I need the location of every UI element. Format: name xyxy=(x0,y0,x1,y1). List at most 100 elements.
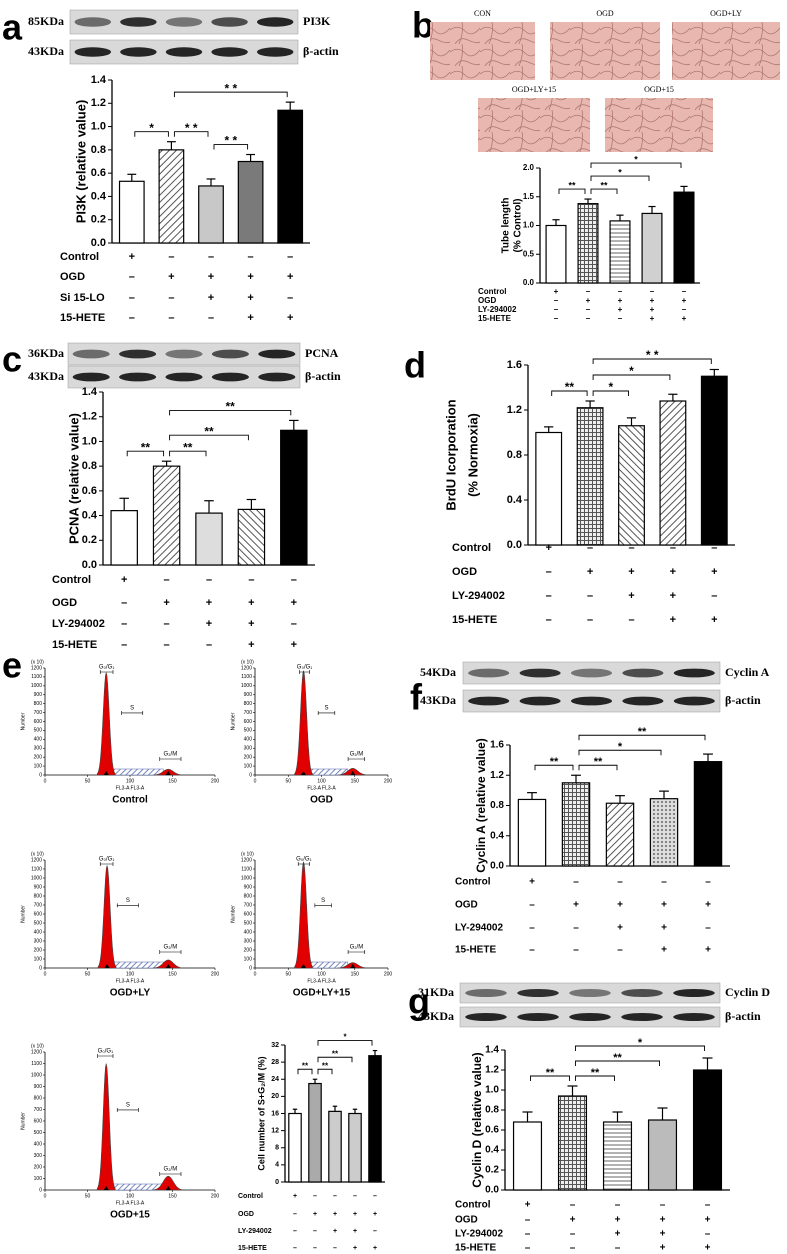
bar xyxy=(512,1121,543,1191)
y-axis-label: Cyclin D (relative value) xyxy=(470,1052,484,1187)
s-phase-region xyxy=(308,961,349,969)
significance-bracket xyxy=(169,450,207,457)
blot-band xyxy=(570,668,613,678)
significance-label: ** xyxy=(594,756,603,768)
bar xyxy=(280,429,308,566)
cell-cycle-peak xyxy=(97,865,117,969)
bar xyxy=(602,1121,633,1191)
treatment-mark: + xyxy=(628,590,634,602)
treatment-mark: – xyxy=(628,542,634,554)
y-tick-label: 300 xyxy=(34,1153,43,1159)
bar xyxy=(673,191,695,284)
blot-band xyxy=(165,47,203,57)
blot-band xyxy=(120,17,157,27)
bar xyxy=(237,160,264,244)
treatment-mark: + xyxy=(587,566,593,578)
treatment-mark: – xyxy=(711,542,717,554)
treatment-mark: + xyxy=(573,900,579,911)
y-tick-label: 0.0 xyxy=(485,1185,499,1196)
gate xyxy=(347,950,366,954)
treatment-mark: – xyxy=(670,542,676,554)
x-axis-label: FL3-A FL3-A xyxy=(116,785,145,791)
blot-band xyxy=(673,668,715,678)
panel-title: OGD+LY+15 xyxy=(293,988,351,999)
y-tick-label: 0 xyxy=(275,1179,279,1186)
significance-bracket xyxy=(169,409,292,416)
blot-band xyxy=(74,17,112,27)
significance-label: * * xyxy=(224,134,237,148)
blot-size-label: 54KDa xyxy=(420,665,456,679)
y-tick-label: 1000 xyxy=(241,875,252,881)
micrograph xyxy=(672,22,780,80)
x-tick-label: 50 xyxy=(285,971,291,977)
y-tick-label: 1100 xyxy=(31,674,42,680)
blot-size-label: 43KDa xyxy=(418,1009,454,1023)
blot-band xyxy=(468,668,510,678)
treatment-mark: – xyxy=(287,292,293,304)
significance-bracket xyxy=(173,91,288,98)
x-tick-label: 150 xyxy=(168,971,177,977)
treatment-mark: – xyxy=(525,1215,531,1226)
treatment-mark: – xyxy=(293,1245,297,1252)
x-tick-label: 0 xyxy=(254,778,257,784)
y-multiplier: (x 10) xyxy=(241,659,254,665)
blot-band xyxy=(468,696,510,706)
y-tick-label: 800 xyxy=(244,701,253,707)
y-axis-label: PI3K (relative value) xyxy=(73,100,88,224)
y-tick-label: 400 xyxy=(34,929,43,935)
treatment-mark: – xyxy=(373,1193,377,1200)
bar xyxy=(700,375,728,546)
treatment-mark: + xyxy=(248,639,254,651)
y-tick-label: 100 xyxy=(34,763,43,769)
bar xyxy=(577,203,599,284)
peak-marker xyxy=(301,771,307,775)
treatment-mark: + xyxy=(206,597,212,609)
significance-label: ** xyxy=(591,1067,600,1079)
treatment-mark: + xyxy=(247,271,253,283)
y-tick-label: 1200 xyxy=(31,1049,42,1055)
y-tick-label: 0.4 xyxy=(82,509,98,521)
y-tick-label: 500 xyxy=(244,920,253,926)
treatment-name: Control xyxy=(52,574,91,586)
x-tick-label: 0 xyxy=(44,778,47,784)
y-tick-label: 600 xyxy=(34,719,43,725)
x-tick-label: 100 xyxy=(317,971,326,977)
gate xyxy=(159,950,182,954)
blot-band xyxy=(465,1013,507,1021)
y-tick-label: 700 xyxy=(34,1107,43,1113)
y-axis-label: Cell number of S+G₂/M (%) xyxy=(256,1056,266,1170)
y-tick-label: 1.2 xyxy=(507,404,522,416)
treatment-name: Control xyxy=(455,877,491,888)
micrograph-label: OGD xyxy=(596,9,614,18)
treatment-mark: – xyxy=(529,923,535,934)
y-tick-label: 200 xyxy=(34,1164,43,1170)
blot-band xyxy=(673,1013,715,1021)
y-tick-label: 0.8 xyxy=(91,144,106,156)
y-tick-label: 200 xyxy=(34,754,43,760)
y-tick-label: 600 xyxy=(244,911,253,917)
treatment-mark: + xyxy=(711,614,717,626)
treatment-mark: + xyxy=(525,1200,531,1211)
s-phase-region xyxy=(111,961,164,969)
panel-letter: a xyxy=(2,7,23,48)
treatment-name: OGD xyxy=(238,1211,254,1218)
treatment-mark: + xyxy=(313,1211,317,1218)
treatment-name: LY-294002 xyxy=(52,618,105,630)
y-tick-label: 1000 xyxy=(241,683,252,689)
treatment-mark: + xyxy=(650,296,655,305)
treatment-mark: + xyxy=(628,566,634,578)
y-tick-label: 0 xyxy=(39,1187,42,1193)
panel-title: Control xyxy=(112,795,148,806)
treatment-mark: – xyxy=(129,271,135,283)
treatment-mark: – xyxy=(586,305,591,314)
y-tick-label: 16 xyxy=(271,1110,279,1117)
y-tick-label: 0.8 xyxy=(507,449,522,461)
y-tick-label: 900 xyxy=(34,884,43,890)
gate-label: G₀/G₁ xyxy=(99,665,115,671)
gate xyxy=(97,1054,114,1058)
y-tick-label: 500 xyxy=(244,728,253,734)
significance-label: ** xyxy=(568,180,576,190)
y-axis-label: Number xyxy=(20,712,26,730)
treatment-name: 15-HETE xyxy=(455,945,496,956)
y-tick-label: 900 xyxy=(34,1084,43,1090)
